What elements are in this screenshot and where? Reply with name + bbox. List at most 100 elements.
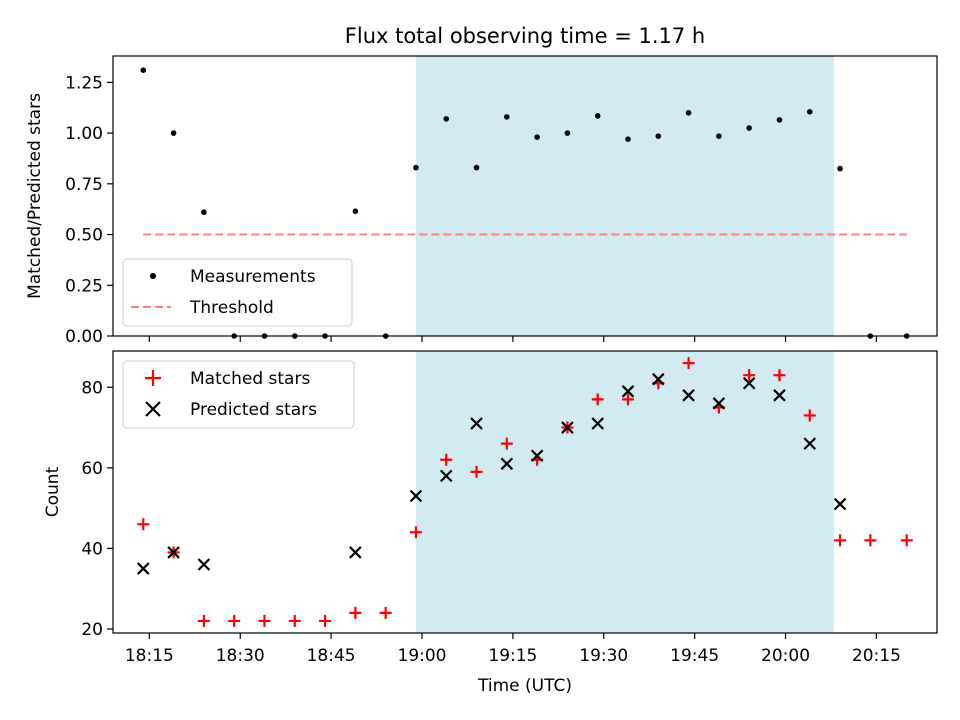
predicted-star-marker — [137, 562, 150, 575]
measurement-point — [352, 208, 359, 215]
measurement-point — [655, 133, 662, 139]
predicted-star-marker — [591, 417, 604, 430]
measurement-point — [534, 134, 540, 140]
bottom-ytick-label: 20 — [81, 620, 103, 640]
measurement-point — [140, 67, 147, 74]
bottom-xtick-label: 19:45 — [670, 646, 719, 666]
matched-star-marker — [137, 518, 150, 531]
bottom-points-layer — [137, 357, 913, 627]
predicted-star-marker — [530, 449, 544, 463]
bottom-ylabel: Count — [43, 466, 63, 517]
measurement-point — [201, 209, 207, 216]
measurement-point — [776, 117, 783, 123]
predicted-star-marker — [652, 372, 665, 386]
bottom-xtick-label: 19:15 — [488, 646, 537, 666]
measurement-point — [413, 164, 419, 171]
bottom-ytick-label: 40 — [81, 539, 103, 559]
top-shaded-span — [415, 56, 834, 336]
bottom-xtick-label: 19:00 — [398, 646, 447, 666]
legend-predicted-marker — [145, 401, 161, 417]
matched-star-marker — [228, 614, 241, 627]
bottom-legend: Matched stars Predicted stars — [122, 360, 355, 429]
matched-star-marker — [500, 437, 513, 450]
top-ytick-label: 0.00 — [65, 327, 103, 347]
matched-star-marker — [258, 614, 271, 627]
predicted-star-marker — [349, 546, 362, 559]
measurement-point — [443, 116, 450, 122]
top-ytick-label: 1.25 — [65, 73, 103, 93]
predicted-star-marker — [682, 389, 695, 402]
matched-star-marker — [197, 614, 210, 627]
measurement-point — [594, 113, 601, 119]
measurement-point — [170, 130, 177, 136]
bottom-xticks-layer: 18:15 18:30 18:45 19:00 19:15 19:30 19:45 20:00… — [125, 633, 901, 666]
legend-predicted-label: Predicted stars — [190, 400, 317, 420]
bottom-ytick-label: 60 — [81, 459, 103, 479]
top-axes-frame — [112, 55, 938, 337]
top-ytick-label: 0.50 — [65, 226, 103, 246]
predicted-star-marker — [803, 437, 817, 450]
chart-title: Flux total observing time = 1.17 h — [345, 24, 705, 48]
bottom-xtick-label: 18:30 — [216, 646, 265, 666]
bottom-xtick-label: 18:15 — [125, 646, 174, 666]
measurement-point — [716, 133, 722, 139]
measurement-point — [473, 164, 480, 171]
bottom-axes-frame — [112, 350, 938, 634]
predicted-star-marker — [742, 376, 756, 390]
matched-star-marker — [834, 534, 847, 547]
legend-measurements-marker — [150, 273, 156, 279]
predicted-star-marker — [621, 385, 635, 398]
predicted-star-marker — [833, 497, 847, 511]
measurement-point — [625, 136, 631, 142]
matched-star-marker — [864, 534, 877, 547]
predicted-star-marker — [561, 421, 574, 434]
matched-star-marker — [470, 465, 483, 478]
top-ytick-label: 0.25 — [65, 276, 103, 296]
legend-measurements-label: Measurements — [190, 267, 316, 287]
legend-threshold-label: Threshold — [189, 298, 274, 318]
top-legend: Measurements Threshold — [122, 258, 353, 327]
legend-matched-label: Matched stars — [190, 369, 310, 389]
matched-star-marker — [803, 409, 816, 422]
predicted-star-marker — [167, 546, 180, 559]
matched-star-marker — [591, 393, 604, 406]
matched-star-marker — [682, 357, 695, 370]
top-ytick-label: 1.00 — [65, 124, 103, 144]
matched-star-marker — [349, 606, 362, 619]
matched-star-marker — [379, 606, 392, 619]
matched-star-marker — [773, 369, 786, 382]
predicted-star-marker — [712, 397, 726, 410]
top-legend-frame — [122, 258, 353, 327]
bottom-legend-frame — [122, 360, 355, 429]
measurement-point — [504, 114, 510, 120]
predicted-star-marker — [773, 389, 786, 402]
top-yticks-layer: 0.00 0.25 0.50 0.75 1.00 1.25 — [65, 73, 113, 347]
predicted-star-marker — [409, 489, 423, 503]
predicted-star-marker — [500, 457, 514, 471]
bottom-xtick-label: 18:45 — [307, 646, 356, 666]
matched-star-marker — [319, 614, 332, 627]
matched-star-marker — [743, 369, 756, 382]
bottom-shaded-span — [415, 351, 834, 633]
top-axes: 0.00 0.25 0.50 0.75 1.00 1.25 Matched/Predict… — [25, 55, 938, 347]
predicted-star-marker — [470, 417, 483, 430]
matched-star-marker — [622, 393, 634, 406]
matched-star-marker — [409, 526, 422, 539]
top-ylabel: Matched/Predicted stars — [25, 93, 45, 299]
measurement-point — [746, 125, 752, 131]
bottom-xtick-label: 20:15 — [852, 646, 901, 666]
matched-star-marker — [440, 453, 453, 466]
matched-star-marker — [900, 534, 913, 547]
measurement-point — [564, 130, 571, 136]
predicted-star-marker — [197, 558, 211, 571]
matched-star-marker — [288, 614, 301, 627]
measurement-point — [806, 108, 813, 115]
top-ytick-label: 0.75 — [65, 175, 103, 195]
bottom-xlabel: Time (UTC) — [477, 676, 572, 696]
measurement-point — [837, 165, 843, 172]
top-xticks-layer — [148, 336, 878, 342]
predicted-star-marker — [439, 469, 453, 483]
measurement-point — [685, 110, 692, 116]
